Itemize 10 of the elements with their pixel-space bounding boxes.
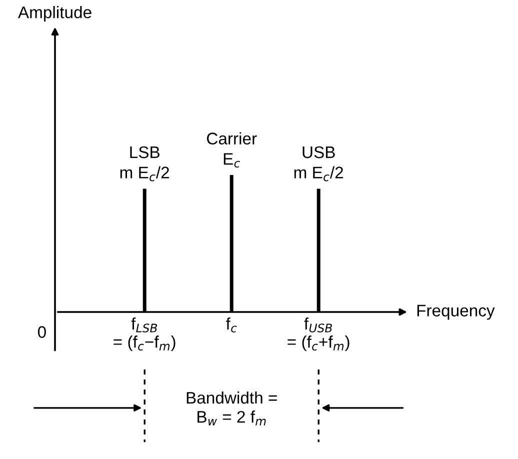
text: 0: [38, 326, 46, 338]
text: Amplitude: [18, 6, 92, 22]
text: Carrier E$_{c}$: [206, 132, 257, 168]
text: Bandwidth = B$_{w}$ = 2 f$_{m}$: [186, 391, 277, 426]
x-axis-title: Frequency: [417, 304, 495, 320]
x-tick-label: f$_{USB}$ = (f$_{c}$+f$_{m}$): [288, 317, 350, 352]
x-tick-label: f$_{LSB}$ = (f$_{c}$−f$_{m}$): [114, 317, 176, 352]
x-tick-label: f$_{c}$: [226, 317, 237, 332]
annotation: LSB m E$_{c}$/2: [120, 146, 169, 182]
annotation: USB m E$_{c}$/2: [294, 146, 343, 182]
